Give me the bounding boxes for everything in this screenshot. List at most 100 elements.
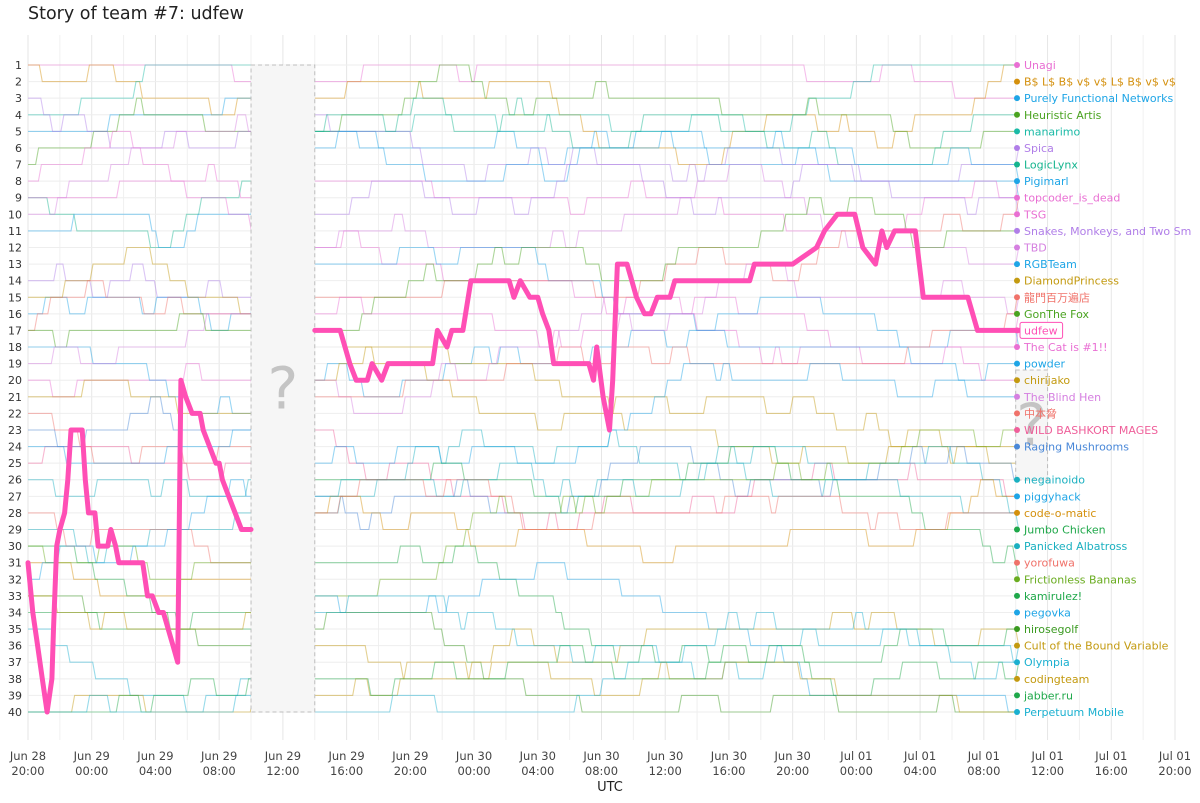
rank-tick-label: 28 [8, 507, 22, 520]
team-line-background [314, 628, 1016, 696]
other-teams-background-lines [28, 64, 1020, 713]
x-tick-date: Jun 30 [774, 749, 811, 763]
rank-tick-label: 36 [8, 640, 22, 653]
x-tick-date: Jun 29 [264, 749, 301, 763]
final-standing-15: 龍門百万遍店 [1014, 290, 1090, 304]
team-line-background [28, 64, 251, 116]
standing-marker [1014, 426, 1020, 433]
rank-tick-label: 12 [8, 241, 22, 254]
rank-tick-label: 27 [8, 490, 22, 503]
team-line-background [28, 130, 253, 232]
x-tick-time: 16:00 [712, 764, 745, 778]
standing-marker [1014, 244, 1020, 251]
highlight-series [25, 211, 1035, 715]
team-name-label: negainoido [1024, 474, 1085, 487]
rank-tick-label: 9 [15, 192, 22, 205]
team-line-background [28, 296, 255, 331]
team-name-label: piggyhack [1024, 490, 1081, 503]
x-tick-date: Jun 29 [327, 749, 364, 763]
final-standing-40: Perpetuum Mobile [1014, 706, 1124, 719]
team-line-background [28, 180, 251, 249]
team-line-background [28, 163, 251, 199]
team-line-background [28, 545, 255, 580]
standing-marker [1014, 294, 1020, 301]
unknown-period [1015, 369, 1049, 481]
x-tick-time: 12:00 [649, 764, 682, 778]
team-name-label: Purely Functional Networks [1024, 92, 1174, 105]
standing-marker [1014, 410, 1020, 417]
team-line-background [314, 230, 1020, 397]
x-tick-date: Jun 29 [73, 749, 110, 763]
standing-marker [1014, 692, 1020, 699]
team-line-background [314, 346, 1016, 464]
rank-tick-label: 34 [8, 606, 22, 619]
team-name-label: Olympia [1024, 656, 1070, 669]
final-standing-35: hirosegolf [1014, 623, 1079, 636]
team-line-background [28, 611, 251, 630]
team-line-background [28, 412, 251, 464]
x-tick-time: 12:00 [266, 764, 299, 778]
x-tick-time: 20:00 [776, 764, 809, 778]
team-line-background [28, 595, 255, 647]
x-tick-date: Jul 01 [903, 749, 936, 763]
team-line-background [28, 81, 255, 132]
final-standing-17: udfew [1014, 321, 1064, 339]
team-name-label: manarimo [1024, 125, 1080, 138]
team-line-background [314, 611, 1016, 713]
x-tick-time: 08:00 [203, 764, 236, 778]
team-name-label: Raging Mushrooms [1024, 441, 1129, 454]
team-line-background [28, 280, 251, 331]
team-name-label: Spica [1024, 142, 1054, 155]
x-tick-date: Jun 29 [136, 749, 173, 763]
standing-marker [1014, 310, 1020, 317]
team-line-background [314, 97, 1016, 166]
standing-marker [1014, 526, 1020, 533]
x-tick-date: Jul 01 [967, 749, 1000, 763]
team-line-background [314, 595, 1016, 680]
team-name-label: Unagi [1024, 59, 1056, 72]
team-line-background [314, 479, 1016, 564]
x-tick-time: 00:00 [457, 764, 490, 778]
standing-marker [1014, 377, 1020, 384]
team-line-background [314, 429, 1016, 514]
x-tick-time: 12:00 [1031, 764, 1064, 778]
team-line-background [314, 611, 1020, 713]
final-standing-3: Purely Functional Networks [1014, 92, 1174, 105]
rank-axis-labels: 1234567891011121314151617181920212223242… [8, 59, 22, 719]
unknown-period-label: ? [267, 355, 298, 423]
team-line-background [314, 479, 1016, 531]
team-name-label: The Cat is #1!! [1023, 341, 1108, 354]
team-line-background [28, 694, 254, 713]
rank-tick-label: 2 [15, 76, 22, 89]
standing-marker [1014, 344, 1020, 351]
rank-tick-label: 16 [8, 308, 22, 321]
x-tick-date: Jul 01 [1030, 749, 1063, 763]
team-name-label: WILD BASHKORT MAGES [1024, 424, 1158, 437]
x-tick-date: Jul 01 [1094, 749, 1127, 763]
x-tick-date: Jun 30 [710, 749, 747, 763]
final-standing-22: 中本脅 [1014, 406, 1057, 420]
team-name-label: hirosegolf [1024, 623, 1079, 636]
team-name-label: jabber.ru [1023, 689, 1073, 702]
unknown-period [250, 64, 316, 713]
standing-marker [1014, 559, 1020, 566]
team-name-label: code-o-matic [1024, 507, 1096, 520]
team-line-background [314, 263, 1020, 414]
team-line-background [314, 197, 1016, 331]
final-standing-14: DiamondPrincess [1014, 275, 1119, 288]
final-standing-19: powder [1014, 358, 1065, 371]
final-standing-30: Panicked Albatross [1014, 540, 1128, 553]
final-standing-29: Jumbo Chicken [1014, 524, 1106, 537]
team-name-label: GonThe Fox [1024, 308, 1090, 321]
team-line-background [28, 446, 251, 481]
team-line-background [314, 130, 1020, 182]
